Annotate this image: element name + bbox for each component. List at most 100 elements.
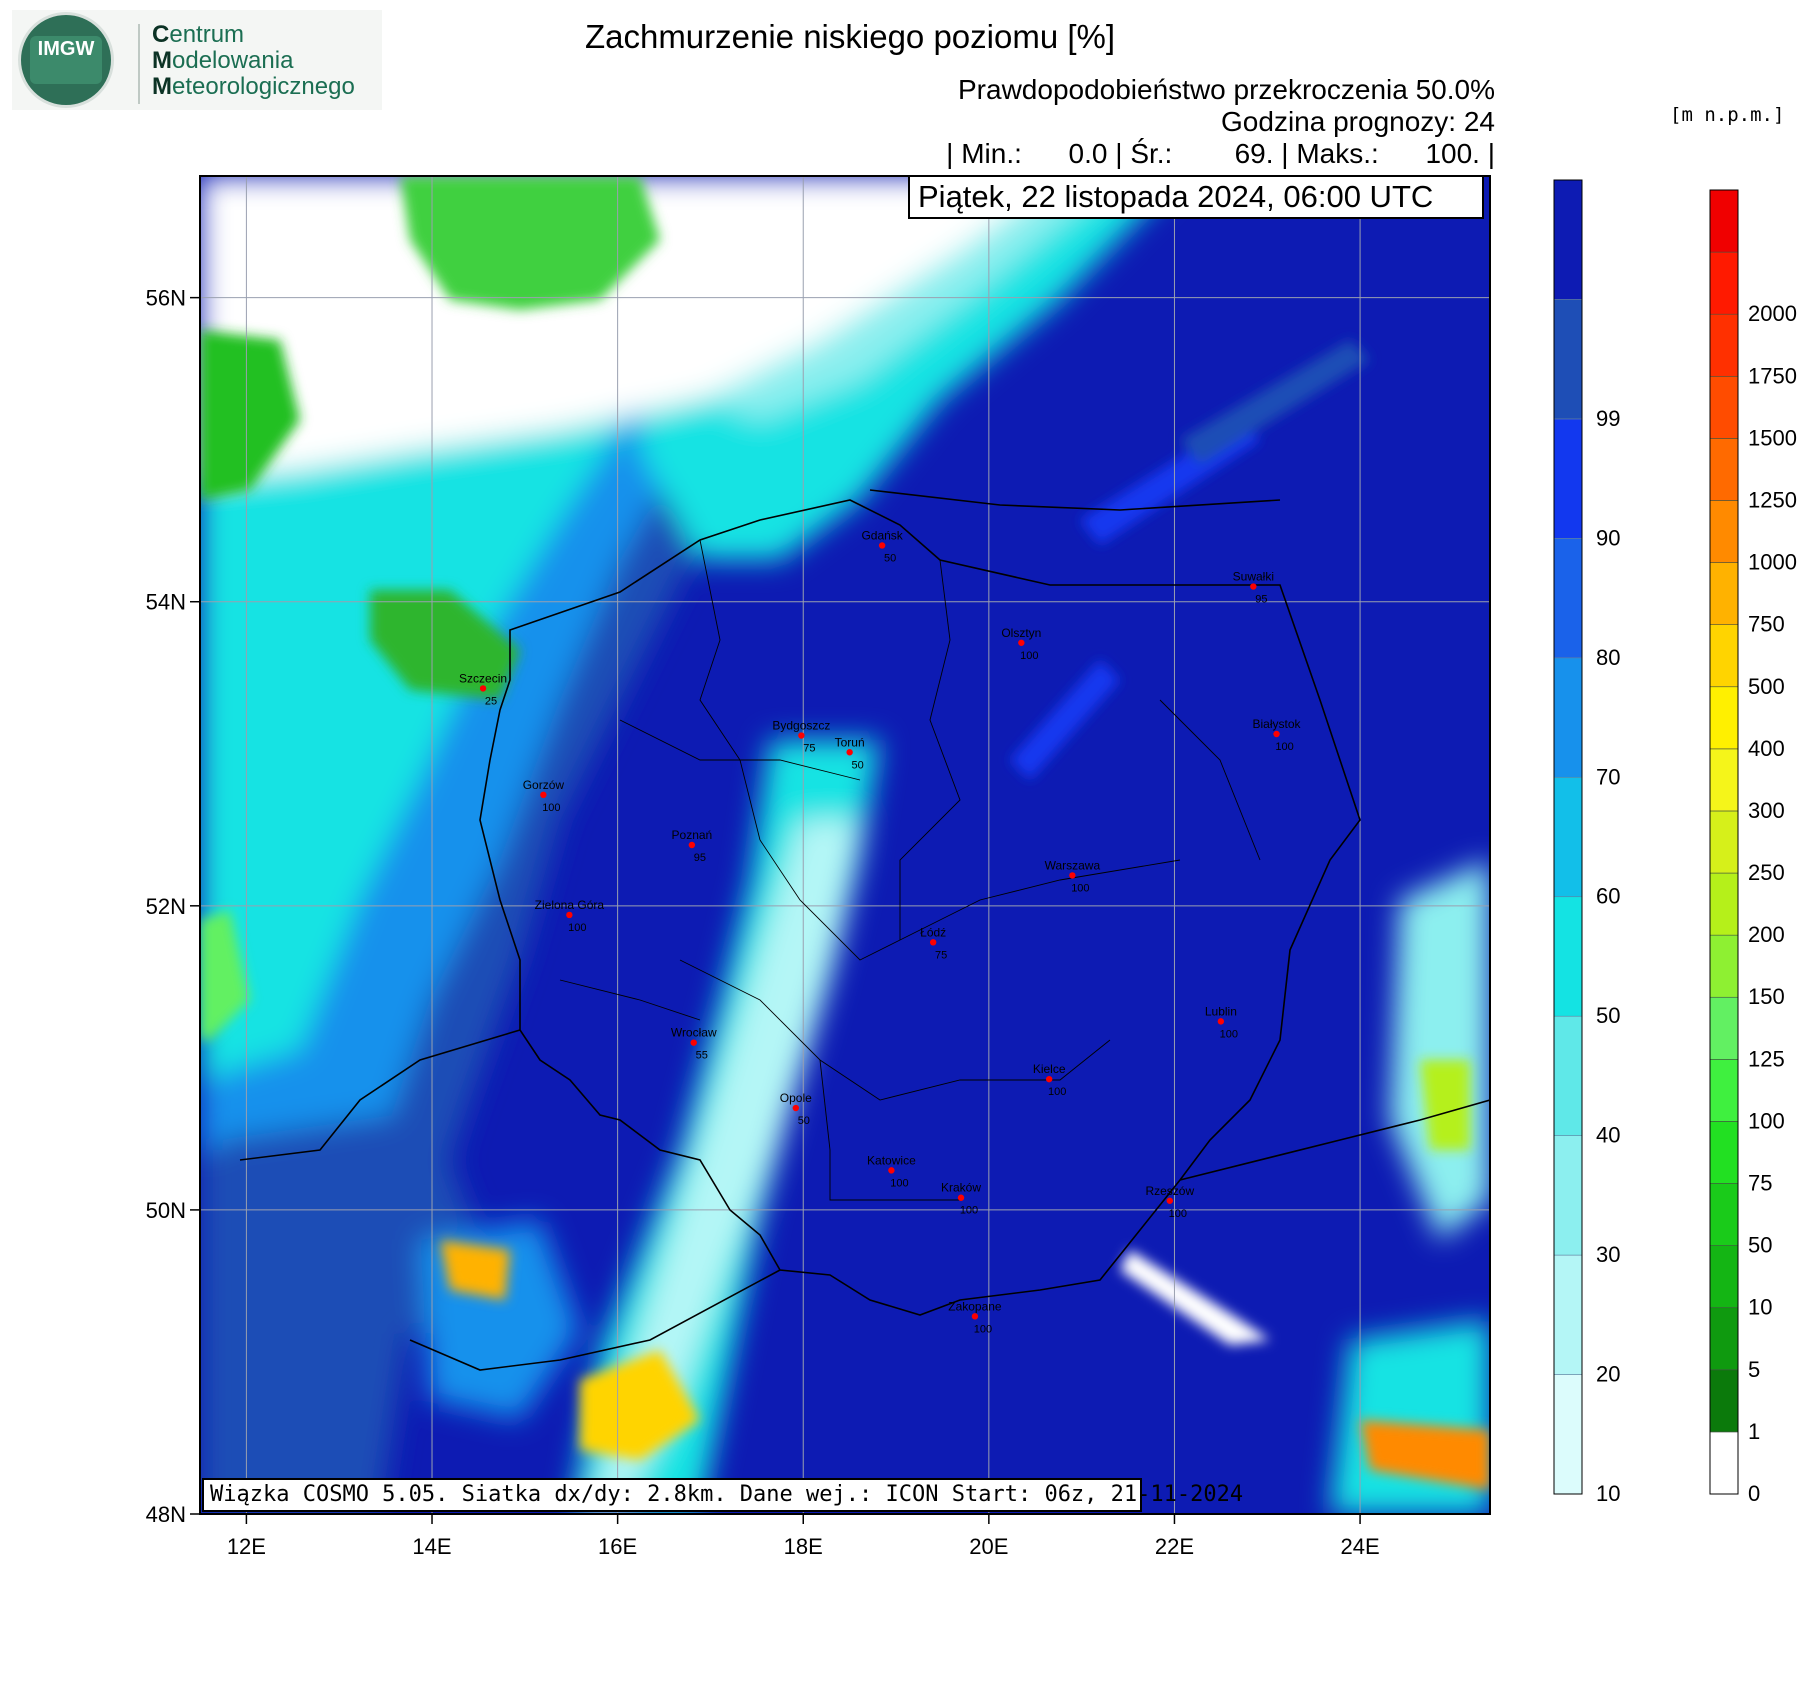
city-dot — [846, 749, 853, 756]
city-name: Białystok — [1253, 717, 1302, 731]
lon-tick-label: 22E — [1155, 1534, 1194, 1559]
terrain-legend-swatch — [1709, 313, 1739, 377]
city-dot — [566, 911, 573, 919]
terrain-height-legend: 0 1 5 10 50 75 100 125 150 200 250 300 400 500 750 1000… — [1709, 189, 1797, 1506]
city-name: Olsztyn — [1001, 626, 1041, 640]
city-value: 100 — [1071, 882, 1089, 894]
city-value: 95 — [1255, 594, 1267, 606]
cloud-legend-swatch — [1553, 776, 1583, 898]
terrain-legend-swatch — [1709, 1121, 1739, 1184]
lat-tick-label: 50N — [146, 1198, 186, 1223]
terrain-legend-label: 75 — [1748, 1171, 1772, 1196]
terrain-legend-label: 1 — [1748, 1419, 1760, 1444]
terrain-legend-swatch — [1709, 1245, 1739, 1309]
cloud-legend-frame — [1553, 179, 1583, 1495]
lon-tick-label: 18E — [784, 1534, 823, 1559]
city-dot — [688, 841, 696, 849]
city-value: 75 — [803, 743, 815, 755]
city-marker: Katowice 100 — [867, 1153, 916, 1189]
city-name: Poznań — [672, 828, 713, 842]
imgw-emblem-inner — [30, 36, 102, 84]
cloud-legend-label: 40 — [1596, 1123, 1620, 1148]
terrain-legend-label: 125 — [1748, 1046, 1785, 1071]
city-marker: Opole 50 — [780, 1091, 812, 1127]
city-value: 95 — [694, 852, 706, 864]
city-name: Toruń — [835, 735, 865, 749]
city-dot — [1045, 1075, 1053, 1083]
city-dot — [540, 791, 547, 799]
city-value: 50 — [798, 1115, 810, 1127]
terrain-legend-swatch — [1709, 1369, 1739, 1433]
city-name: Wrocław — [671, 1026, 717, 1040]
terrain-legend-frame — [1709, 189, 1739, 1495]
terrain-legend-label: 5 — [1748, 1357, 1760, 1382]
city-name: Lublin — [1205, 1004, 1237, 1018]
cloud-legend-swatch — [1553, 657, 1583, 778]
lat-tick-label: 48N — [146, 1502, 186, 1527]
terrain-legend-label: 2000 — [1748, 301, 1797, 326]
terrain-legend-label: 50 — [1748, 1233, 1772, 1258]
city-marker: Suwałki 95 — [1233, 570, 1274, 606]
city-name: Katowice — [867, 1153, 916, 1167]
city-value: 100 — [1275, 741, 1293, 753]
city-dot — [957, 1194, 965, 1201]
map-title: Zachmurzenie niskiego poziomu [%] — [584, 18, 1116, 55]
model-run-info: Wiązka COSMO 5.05. Siatka dx/dy: 2.8km. … — [202, 1478, 1243, 1512]
terrain-legend-swatch — [1709, 251, 1739, 315]
city-name: Bydgoszcz — [772, 719, 830, 733]
forecast-hour-text: Godzina prognozy: 24 — [1221, 106, 1495, 137]
terrain-legend-label: 1500 — [1748, 425, 1797, 450]
city-value: 100 — [960, 1205, 978, 1217]
cloud-legend-swatch — [1553, 1254, 1583, 1375]
city-marker: Lublin 100 — [1205, 1004, 1238, 1040]
map-field: Gdańsk 50 Suwałki 95 Olsztyn 100 Szczecin 25 Byd… — [200, 176, 1490, 1514]
terrain-legend-label: 1250 — [1748, 487, 1797, 512]
city-value: 75 — [935, 949, 947, 961]
cloud-legend-label: 60 — [1596, 884, 1620, 909]
terrain-legend-label: 10 — [1748, 1295, 1772, 1320]
cloud-legend-label: 30 — [1596, 1242, 1620, 1267]
city-name: Suwałki — [1233, 570, 1274, 584]
city-marker: Bydgoszcz 75 — [772, 719, 830, 755]
terrain-legend-label: 250 — [1748, 860, 1785, 885]
terrain-legend-label: 200 — [1748, 922, 1785, 947]
city-value: 55 — [696, 1050, 708, 1062]
terrain-legend-label: 750 — [1748, 612, 1785, 637]
city-dot — [792, 1104, 800, 1112]
terrain-legend-swatch — [1709, 500, 1739, 563]
terrain-legend-swatch — [1709, 189, 1739, 253]
terrain-legend-swatch — [1709, 996, 1739, 1060]
city-marker: Kielce 100 — [1033, 1062, 1067, 1098]
city-dot — [1166, 1197, 1174, 1204]
terrain-legend-swatch — [1709, 1183, 1739, 1246]
city-marker: Zakopane 100 — [948, 1299, 1002, 1335]
logo-separator — [138, 24, 140, 104]
city-dot — [1273, 730, 1280, 738]
terrain-legend-swatch — [1709, 872, 1739, 936]
city-dot — [1250, 583, 1257, 590]
city-value: 100 — [1220, 1028, 1238, 1040]
lat-tick-label: 54N — [146, 590, 186, 615]
logo-line-1: Centrum — [152, 21, 245, 48]
terrain-legend-swatch — [1709, 562, 1739, 625]
city-marker: Wrocław 55 — [671, 1026, 717, 1062]
terrain-legend-swatch — [1709, 438, 1739, 501]
terrain-legend-label: 1750 — [1748, 363, 1797, 388]
cloud-legend-label: 90 — [1596, 525, 1620, 550]
lon-tick-label: 24E — [1340, 1534, 1379, 1559]
city-value: 100 — [890, 1177, 908, 1189]
city-value: 100 — [974, 1323, 992, 1335]
lon-tick-label: 12E — [227, 1534, 266, 1559]
cloud-cover-legend: 10 20 30 40 50 60 70 80 90 99 — [1553, 179, 1620, 1506]
city-name: Opole — [780, 1091, 812, 1105]
cloud-legend-swatch — [1553, 299, 1583, 420]
city-marker: Warszawa 100 — [1045, 858, 1101, 894]
city-markers: Gdańsk 50 Suwałki 95 Olsztyn 100 Szczecin 25 Byd… — [459, 528, 1302, 1335]
lon-tick-label: 14E — [412, 1534, 451, 1559]
cloud-legend-label: 99 — [1596, 406, 1620, 431]
city-name: Kielce — [1033, 1062, 1066, 1076]
cloud-legend-label: 50 — [1596, 1003, 1620, 1028]
city-marker: Rzeszów 100 — [1145, 1184, 1194, 1220]
terrain-legend-swatch — [1709, 686, 1739, 750]
cloud-legend-swatch — [1553, 1374, 1583, 1495]
